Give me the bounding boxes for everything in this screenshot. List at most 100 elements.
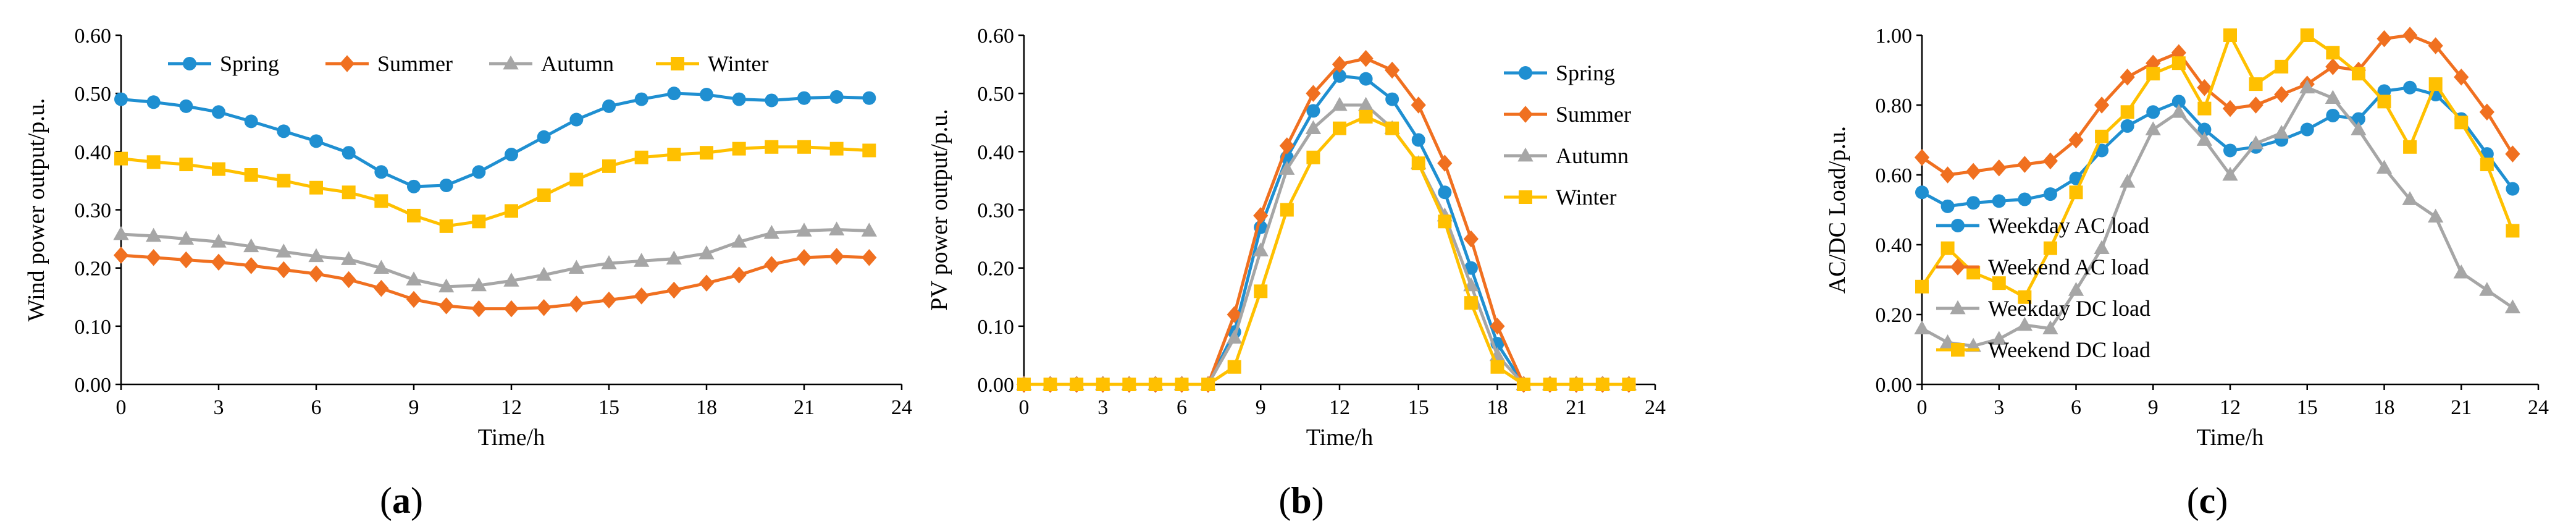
y-axis-label: PV power output/p.u. <box>926 109 952 311</box>
data-point <box>1359 109 1373 124</box>
data-point <box>1148 378 1162 391</box>
legend: Spring Summer Autumn Winter <box>168 51 769 76</box>
y-axis-label: AC/DC Load/p.u. <box>1824 126 1850 294</box>
data-point <box>1915 185 1929 200</box>
data-point <box>1490 318 1505 335</box>
data-point <box>667 148 681 162</box>
panel-label: (c) <box>2187 480 2228 521</box>
legend-label: Winter <box>708 51 769 76</box>
data-point <box>2223 28 2237 42</box>
data-point <box>732 142 746 156</box>
x-tick-label: 21 <box>794 396 815 419</box>
data-point <box>1175 378 1189 391</box>
x-tick-label: 6 <box>311 396 322 419</box>
data-point <box>1279 161 1295 175</box>
data-point <box>537 188 551 202</box>
legend-item: Spring <box>168 51 279 76</box>
data-point <box>1940 166 1955 184</box>
data-point <box>537 130 551 144</box>
x-tick-label: 21 <box>1566 396 1587 419</box>
data-point <box>503 300 519 318</box>
data-point <box>2120 119 2134 133</box>
data-point <box>114 92 128 106</box>
data-point <box>2043 241 2057 255</box>
legend-label: Weekend AC load <box>1988 255 2149 279</box>
data-point <box>2505 145 2520 163</box>
data-point <box>341 251 357 265</box>
data-point <box>2454 116 2469 130</box>
data-point <box>666 250 682 264</box>
data-point <box>765 140 779 154</box>
data-point <box>341 271 356 289</box>
data-point <box>1332 56 1348 73</box>
data-point <box>2300 122 2314 137</box>
legend-item: Weekday DC load <box>1936 296 2150 321</box>
legend-item: Summer <box>325 51 453 76</box>
x-tick-label: 15 <box>1408 396 1429 419</box>
data-point <box>178 231 194 245</box>
data-point <box>2326 108 2340 122</box>
data-point <box>1096 378 1110 391</box>
data-point <box>146 248 161 266</box>
chart-panel-c: 0.00 0.20 0.40 0.60 0.80 1.00 0 3 6 9 12 15 18 21 24 Ti… <box>1824 25 2549 521</box>
data-point <box>862 91 876 105</box>
data-point <box>309 134 323 148</box>
data-point <box>829 221 845 235</box>
data-point <box>634 92 648 106</box>
legend-swatch-marker <box>183 57 196 70</box>
series-line <box>1024 74 1629 386</box>
data-point <box>797 140 811 154</box>
data-point <box>2428 208 2444 223</box>
data-point <box>829 90 844 104</box>
data-point <box>2171 95 2186 109</box>
data-point <box>1070 378 1084 391</box>
data-point <box>2068 282 2084 296</box>
x-tick-label: 12 <box>1329 396 1350 419</box>
data-point <box>505 148 518 162</box>
data-point <box>764 256 779 273</box>
series-line <box>1921 86 2514 208</box>
panel-label-letter: c <box>2199 480 2216 521</box>
data-point <box>861 222 877 237</box>
data-point <box>1463 230 1479 248</box>
data-point <box>277 124 291 138</box>
chart-panel-a: 0.00 0.10 0.20 0.30 0.40 0.50 0.60 0 3 6 9 12 15 18 21… <box>23 25 912 521</box>
data-point <box>602 99 616 113</box>
legend-swatch-marker <box>339 55 355 72</box>
data-point <box>1411 156 1425 171</box>
data-point <box>2018 290 2032 304</box>
y-tick-label: 0.60 <box>75 25 112 48</box>
data-point <box>2506 224 2520 238</box>
data-point <box>2120 174 2136 188</box>
y-tick-label: 0.10 <box>978 316 1015 339</box>
data-point <box>2146 105 2160 119</box>
data-point <box>1490 360 1504 374</box>
y-tick-label: 0.20 <box>1876 304 1913 327</box>
data-point <box>211 253 227 271</box>
data-point <box>2043 187 2057 201</box>
y-tick-label: 1.00 <box>1876 25 1913 48</box>
data-point <box>1385 92 1399 106</box>
data-point <box>2017 156 2033 173</box>
y-tick-label: 0.40 <box>1876 234 1913 257</box>
data-point <box>1227 360 1241 374</box>
legend-item: Summer <box>1504 102 1631 127</box>
data-point <box>1333 69 1346 83</box>
data-point <box>1227 329 1243 344</box>
x-tick-label: 15 <box>598 396 619 419</box>
series-line <box>120 228 870 289</box>
data-point <box>179 158 193 172</box>
x-tick-label: 12 <box>501 396 522 419</box>
legend-swatch-marker <box>1950 300 1966 315</box>
legend-swatch-marker <box>1951 343 1965 357</box>
data-point <box>796 248 812 266</box>
data-point <box>569 112 584 127</box>
data-point <box>211 234 227 248</box>
data-point <box>439 178 453 192</box>
data-point <box>407 179 421 193</box>
data-point <box>1306 104 1320 118</box>
data-point <box>1385 121 1399 135</box>
data-point <box>308 248 324 263</box>
data-point <box>2042 152 2058 170</box>
data-point <box>862 143 876 158</box>
